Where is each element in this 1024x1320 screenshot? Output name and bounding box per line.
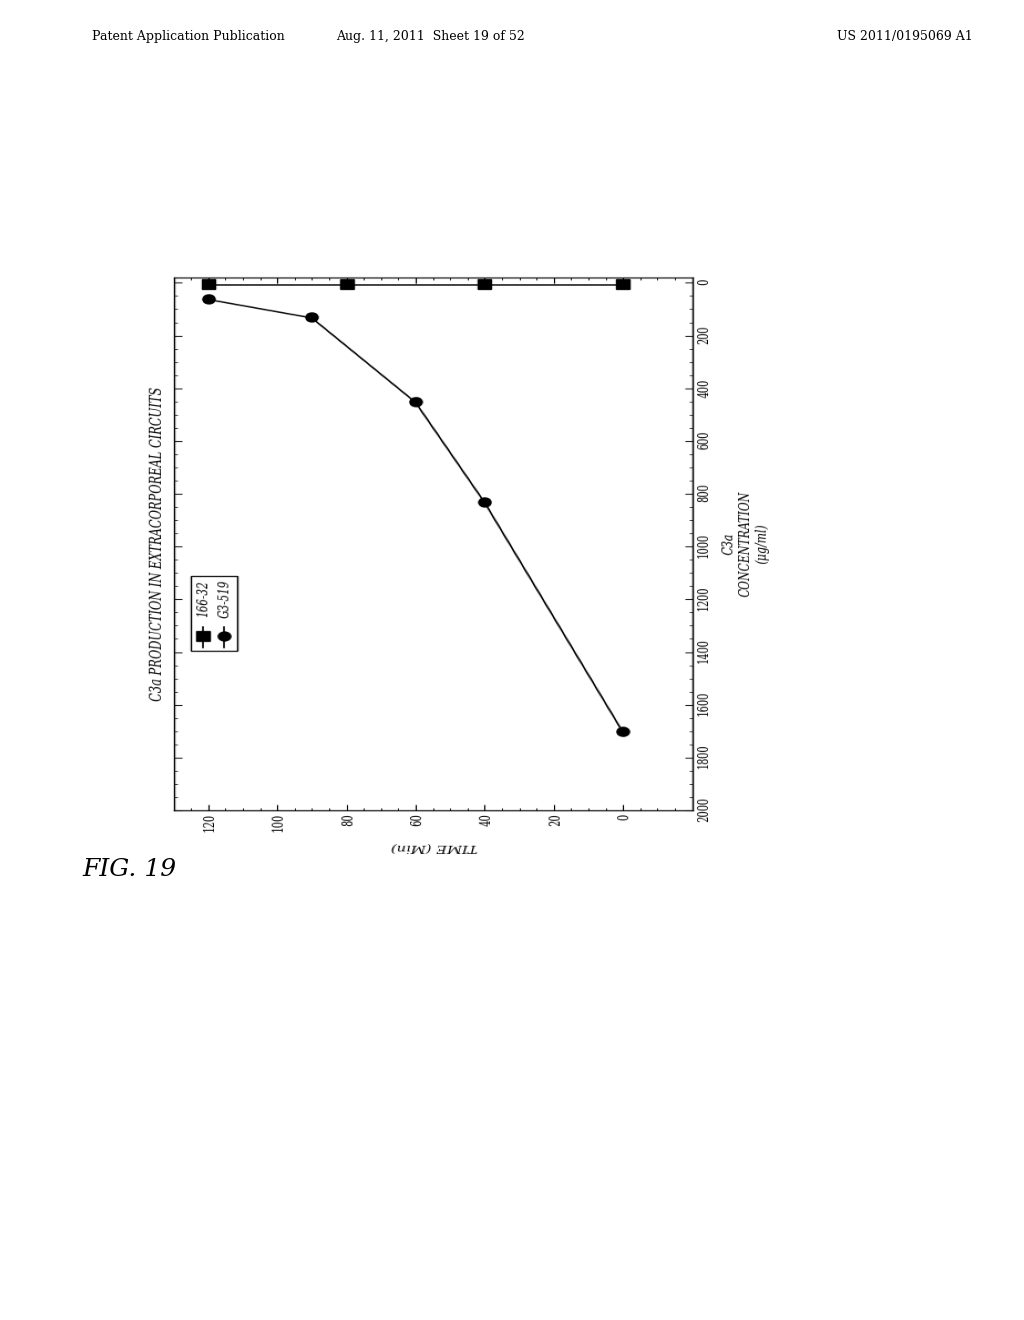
Text: Aug. 11, 2011  Sheet 19 of 52: Aug. 11, 2011 Sheet 19 of 52 bbox=[336, 30, 524, 44]
Text: Patent Application Publication: Patent Application Publication bbox=[92, 30, 285, 44]
Text: FIG. 19: FIG. 19 bbox=[82, 858, 176, 880]
Text: US 2011/0195069 A1: US 2011/0195069 A1 bbox=[837, 30, 973, 44]
